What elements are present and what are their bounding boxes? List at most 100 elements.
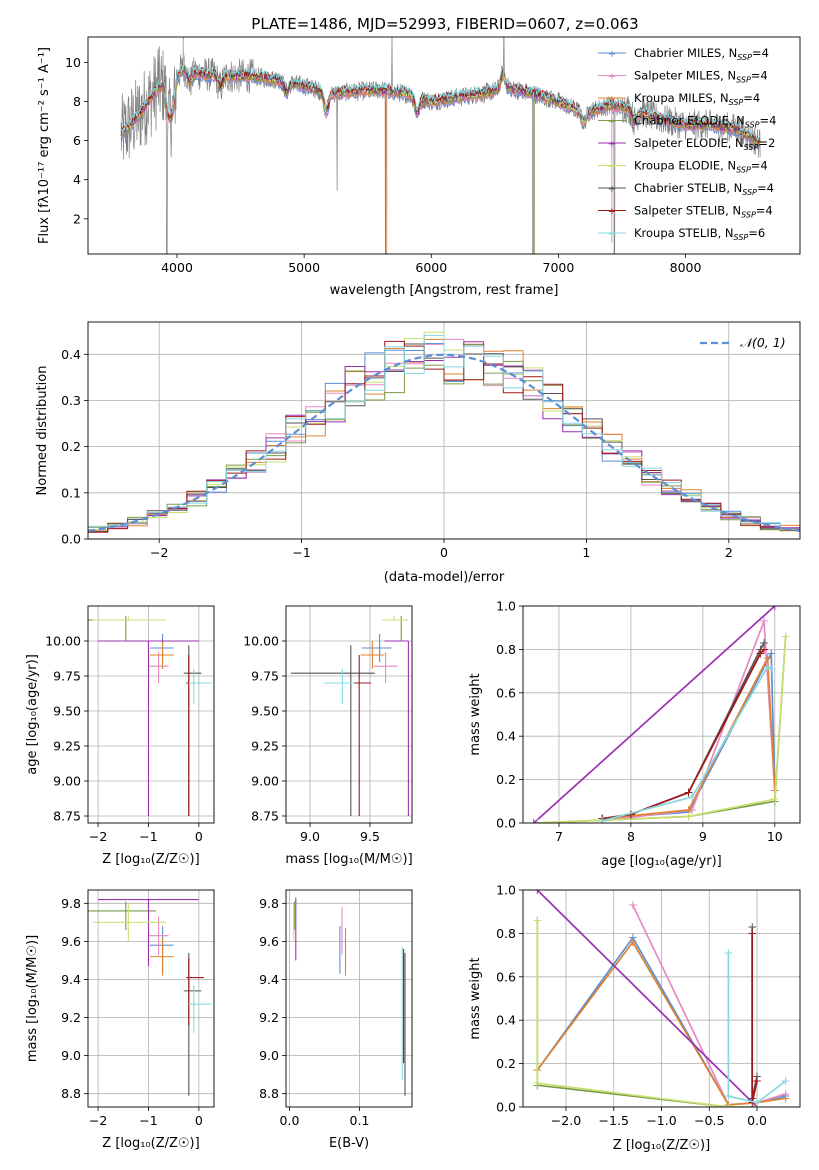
mass-weight-marker: + [597, 812, 607, 826]
legend-label-main: Salpeter MILES, N [634, 69, 736, 83]
legend-marker: + [608, 229, 616, 240]
legend-label: Salpeter MILES, NSSP=4 [634, 69, 768, 85]
y-tick-label: 9.0 [259, 1048, 279, 1063]
y-tick-label: 9.0 [61, 1048, 81, 1063]
mass-weight-marker: + [626, 807, 636, 821]
axes-frame [87, 605, 215, 824]
legend-label-sub: SSP [744, 143, 759, 152]
x-tick-label: 0.1 [350, 1113, 370, 1128]
y-tick-label: 9.50 [251, 704, 279, 719]
mass-weight-marker: + [759, 642, 769, 656]
axes-frame [522, 605, 801, 824]
mass-weight-marker: + [597, 814, 607, 828]
mass-weight-marker: + [770, 794, 780, 808]
x-tick-label: 0 [195, 829, 203, 844]
mass-weight-marker: + [532, 883, 542, 897]
mass-weight-marker: + [723, 1100, 733, 1114]
legend-label: Salpeter ELODIE, NSSP=2 [634, 136, 775, 152]
y-tick-label: 8.75 [251, 809, 279, 824]
legend-marker: + [608, 139, 616, 150]
plot-area [523, 606, 800, 823]
y-tick-label: 8.8 [61, 1086, 81, 1101]
x-tick-label: 9 [699, 829, 707, 844]
legend-label-main: Kroupa ELODIE, N [634, 159, 736, 173]
x-tick-label: −2 [150, 545, 168, 560]
mass-weight-marker: + [597, 812, 607, 826]
mass-weight-marker: + [723, 1098, 733, 1112]
x-tick-label: −1.0 [646, 1113, 676, 1128]
y-tick-label: 0.6 [496, 969, 516, 984]
legend-label-suffix: =4 [752, 46, 769, 60]
y-tick-label: 9.8 [61, 896, 81, 911]
mass-weight-marker: + [532, 1076, 542, 1090]
mass-weight-marker: + [532, 1078, 542, 1092]
legend-marker: + [608, 117, 616, 128]
y-tick-label: 0.4 [61, 347, 81, 362]
mass-weight-marker: + [723, 1098, 733, 1112]
mass-weight-marker: + [781, 1074, 791, 1088]
y-tick-label: 1.0 [496, 599, 516, 614]
grid [286, 606, 412, 823]
legend-label: Salpeter STELIB, NSSP=4 [634, 204, 773, 220]
mass-weight-marker: + [529, 816, 539, 830]
legend-label-sub: SSP [729, 98, 744, 107]
y-tick-label: 9.4 [61, 972, 81, 987]
x-tick-label: 0 [440, 545, 448, 560]
x-tick-label: 7000 [543, 260, 575, 275]
grid [286, 890, 412, 1107]
x-tick-label: −2 [89, 1113, 107, 1128]
y-tick-label: 9.4 [259, 972, 279, 987]
mass-weight-marker: + [759, 614, 769, 628]
mass-weight-marker: + [683, 803, 693, 817]
y-tick-label: 0.4 [496, 729, 516, 744]
mass-weight-marker: + [763, 660, 773, 674]
mass-weight-marker: + [752, 1096, 762, 1110]
plot-content [88, 615, 212, 816]
legend-label: Kroupa MILES, NSSP=4 [634, 91, 760, 107]
x-axis-label: wavelength [Angstrom, rest frame] [330, 283, 559, 298]
legend-label-suffix: =4 [757, 181, 774, 195]
mass-weight-marker: + [755, 642, 765, 656]
x-tick-label: −0.5 [694, 1113, 724, 1128]
axes-frame [522, 889, 801, 1108]
mass-weight-line [601, 665, 772, 822]
mass-weight-line [533, 606, 776, 823]
x-axis-label: (data-model)/error [384, 570, 505, 585]
y-axis-label: Normed distribution [35, 366, 50, 496]
legend-label: Kroupa STELIB, NSSP=6 [634, 226, 765, 242]
y-axis-label: mass weight [468, 673, 483, 755]
mass-weight-marker: + [532, 913, 542, 927]
axes-residuals: −2 −1 0 1 2 0.0 0.1 0.2 0.3 0.4 (data-model)/error… [35, 321, 801, 585]
mass-weight-line [536, 940, 786, 1106]
legend-label: Chabrier STELIB, NSSP=4 [634, 181, 774, 197]
mass-weight-marker: + [755, 647, 765, 661]
axes-frame [87, 889, 215, 1108]
y-tick-label: 6 [73, 133, 81, 148]
axes-frame [285, 605, 413, 824]
mass-weight-line [751, 933, 758, 1103]
mass-weight-marker: + [752, 1070, 762, 1084]
y-tick-label: 9.75 [251, 669, 279, 684]
y-axis-label: mass [log₁₀(M/M☉)] [25, 935, 40, 1062]
plot-area [88, 890, 214, 1107]
x-axis-label: Z [log₁₀(Z/Z☉)] [613, 1138, 710, 1153]
x-tick-label: 8 [627, 829, 635, 844]
mass-weight-marker: + [781, 1091, 791, 1105]
x-tick-label: 0.0 [280, 1113, 300, 1128]
axes-age_vs_Z: −2 −1 0 8.75 9.00 9.25 9.50 9.75 10.00 Z [log₁₀(Z… [25, 605, 215, 867]
x-tick-label: 9.0 [300, 829, 320, 844]
mass-weight-marker: + [747, 920, 757, 934]
axes-spectrum: 4000 5000 6000 7000 8000 2 4 6 8 10 wavelength [An… [37, 36, 801, 298]
axes-mass_weight_vs_Z: +++ + +++ +++++ + ++++ ++++++ +++++++++ ++−2.0 −1… [468, 883, 801, 1153]
x-axis-label: mass [log₁₀(M/M☉)] [285, 852, 412, 867]
legend-marker: + [608, 184, 616, 195]
axes-mass_vs_Z: −2 −1 0 8.8 9.0 9.2 9.4 9.6 9.8 Z [log₁₀(Z/Z☉)] ma… [25, 889, 215, 1151]
y-tick-label: 9.8 [259, 896, 279, 911]
x-tick-label: −2 [89, 829, 107, 844]
y-tick-label: 10 [65, 55, 81, 70]
plot-area [286, 606, 412, 823]
x-tick-label: −1 [139, 829, 157, 844]
mass-weight-marker: + [597, 812, 607, 826]
figure-title: PLATE=1486, MJD=52993, FIBERID=0607, z=0… [251, 15, 638, 33]
mass-weight-marker: + [781, 1089, 791, 1103]
